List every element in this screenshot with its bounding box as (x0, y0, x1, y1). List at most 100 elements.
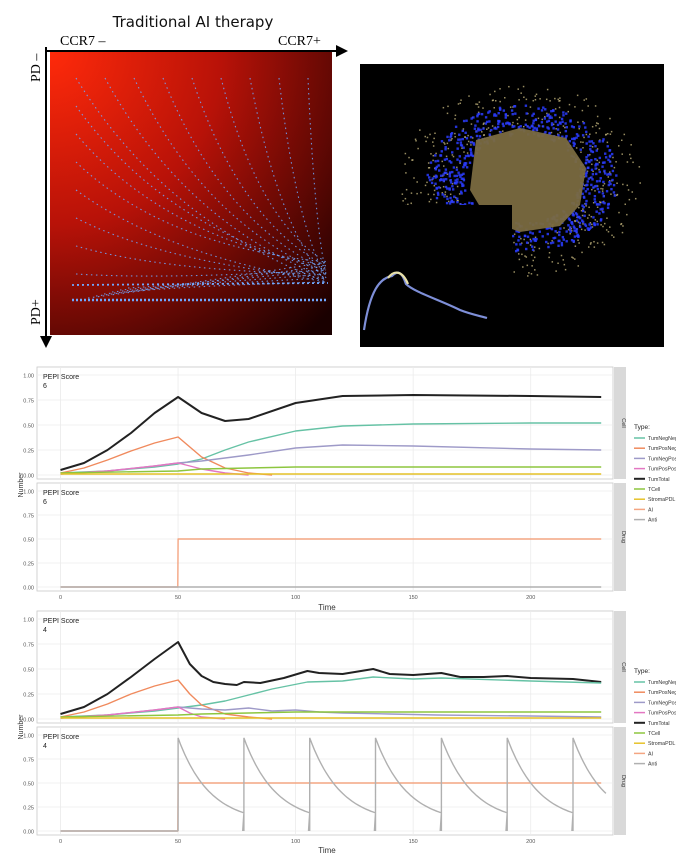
stroma-cell (530, 254, 533, 256)
immune-cell (444, 185, 448, 189)
immune-cell (593, 194, 597, 198)
immune-cell (547, 245, 550, 249)
stroma-cell (596, 148, 599, 150)
stroma-cell (632, 161, 634, 164)
immune-cell (487, 111, 490, 114)
stroma-cell (589, 153, 591, 156)
stroma-cell (546, 88, 549, 91)
immune-cell (476, 115, 479, 118)
immune-cell (603, 161, 606, 164)
immune-cell (535, 237, 538, 241)
immune-cell (464, 154, 468, 158)
stroma-cell (591, 223, 593, 226)
stroma-cell (598, 161, 601, 164)
stroma-cell (591, 226, 594, 228)
stroma-cell (471, 137, 474, 139)
stroma-cell (588, 206, 590, 209)
immune-cell (455, 182, 458, 185)
immune-cell (601, 207, 604, 211)
immune-cell (488, 120, 491, 123)
immune-cell (559, 227, 562, 230)
immune-cell (464, 189, 467, 192)
immune-cell (462, 172, 465, 176)
stroma-cell (569, 232, 571, 235)
immune-cell (594, 145, 597, 148)
stroma-cell (621, 231, 624, 234)
stroma-cell (471, 141, 474, 143)
stroma-cell (462, 128, 465, 130)
immune-cell (602, 138, 605, 141)
stroma-cell (598, 168, 600, 171)
legend-item: AI (648, 751, 653, 757)
series-tumtotal (60, 394, 602, 471)
stroma-cell (594, 190, 596, 192)
immune-cell (454, 125, 458, 129)
stroma-cell (533, 246, 536, 248)
stroma-cell (486, 128, 488, 130)
immune-cell (595, 149, 598, 152)
immune-cell (594, 157, 597, 161)
stroma-cell (582, 147, 584, 149)
immune-cell (587, 166, 590, 169)
y-tick-label: 0.50 (23, 782, 34, 788)
stroma-cell (427, 162, 430, 164)
immune-cell (451, 188, 455, 191)
stroma-cell (600, 224, 602, 226)
immune-cell (482, 127, 485, 130)
x-tick-label: 0 (59, 839, 62, 845)
immune-cell (586, 227, 589, 230)
immune-cell (560, 243, 564, 247)
stroma-cell (518, 116, 520, 119)
panel-background (36, 726, 614, 836)
stroma-cell (602, 184, 604, 187)
panel-2: 0.00 0.25 0.50 0.75 1.00 0 50 100 150 200 Drug PEPI… (23, 482, 626, 601)
immune-cell (524, 123, 527, 126)
immune-cell (596, 203, 599, 206)
immune-cell (575, 136, 578, 139)
immune-cell (578, 225, 582, 228)
stroma-cell (596, 206, 599, 209)
immune-cell (442, 173, 445, 176)
stroma-cell (451, 137, 453, 140)
immune-cell (436, 191, 440, 195)
immune-cell (607, 172, 611, 176)
x-axis-label-bottom: Time (318, 846, 336, 855)
stroma-cell (410, 192, 413, 194)
immune-cell (598, 140, 601, 143)
immune-cell (582, 121, 586, 125)
x-axis-label-top: Time (318, 603, 336, 612)
immune-cell (437, 193, 440, 196)
stroma-cell (583, 136, 585, 139)
stroma-cell (417, 147, 419, 150)
stroma-cell (567, 110, 570, 113)
y-tick-label: 0.50 (23, 424, 34, 430)
legend-title: Type: (634, 668, 650, 675)
stroma-cell (522, 266, 524, 268)
stroma-cell (454, 132, 456, 135)
stroma-cell (447, 105, 449, 108)
stroma-cell (580, 151, 582, 153)
stroma-cell (439, 187, 442, 189)
y-tick-label: 0.50 (23, 668, 34, 674)
stroma-cell (459, 162, 461, 164)
stroma-cell (401, 193, 404, 195)
immune-cell (532, 112, 535, 116)
ccr7-neg-label: CCR7 – (60, 34, 107, 49)
y-axis-arrowhead (40, 336, 52, 348)
stroma-cell (455, 196, 457, 199)
immune-cell (564, 136, 567, 140)
immune-cell (451, 185, 454, 188)
stroma-cell (525, 98, 528, 101)
immune-cell (579, 148, 582, 151)
immune-cell (461, 184, 464, 188)
immune-cell (436, 159, 440, 163)
immune-cell (452, 200, 455, 204)
immune-cell (445, 157, 449, 161)
panel-3: 0.00 0.25 0.50 0.75 1.00 Cell PEPI Score 4 (23, 610, 626, 724)
stroma-cell (591, 146, 594, 148)
stroma-cell (503, 97, 506, 99)
stroma-cell (599, 139, 601, 141)
immune-cell (545, 120, 549, 123)
immune-cell (556, 123, 560, 127)
immune-cell (458, 173, 461, 177)
